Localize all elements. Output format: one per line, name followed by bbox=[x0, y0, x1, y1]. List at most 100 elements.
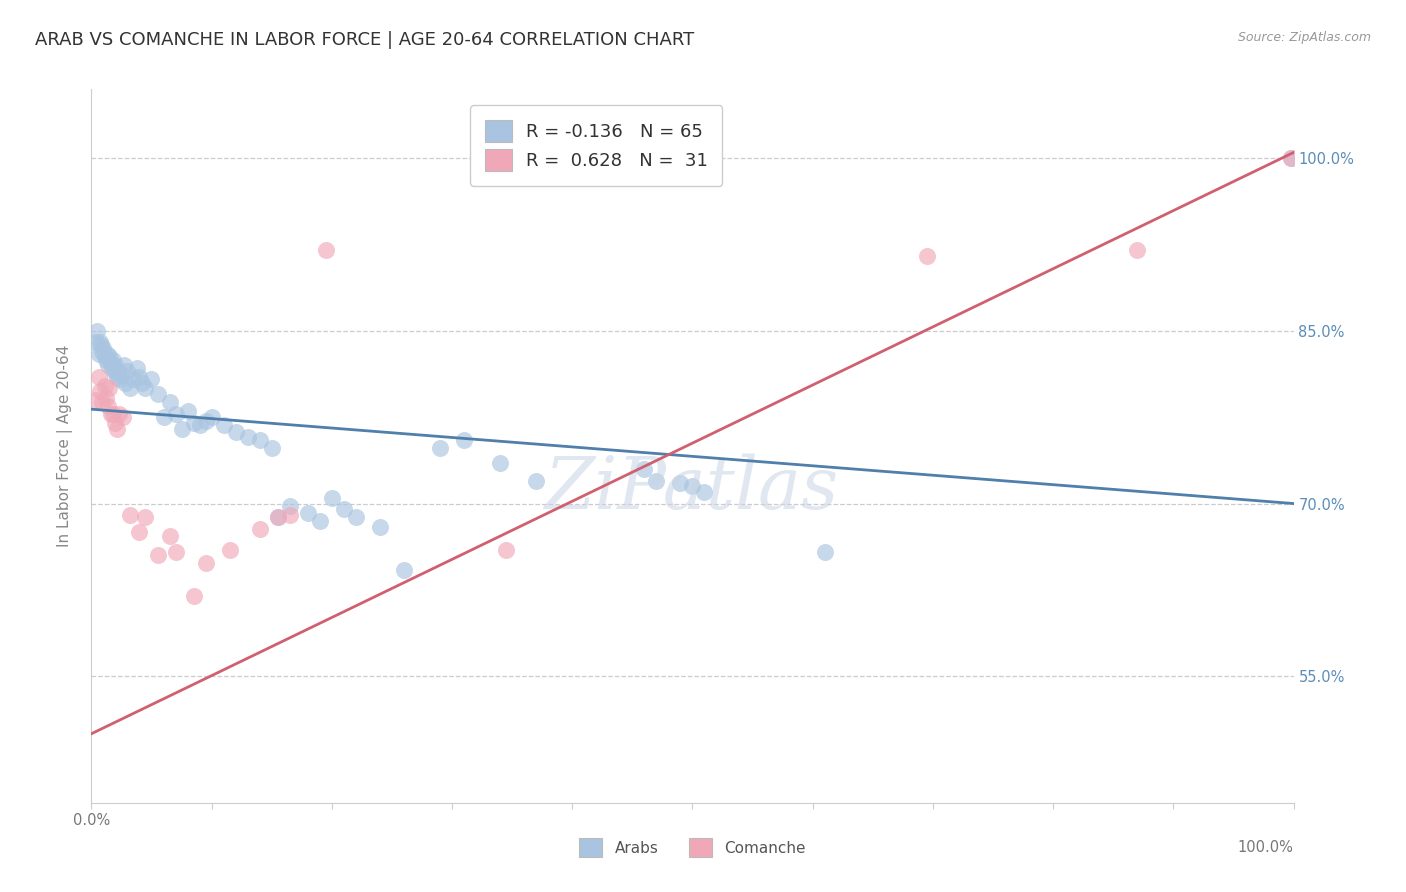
Point bbox=[101, 352, 124, 367]
Point bbox=[225, 425, 247, 440]
Text: ARAB VS COMANCHE IN LABOR FORCE | AGE 20-64 CORRELATION CHART: ARAB VS COMANCHE IN LABOR FORCE | AGE 20… bbox=[35, 31, 695, 49]
Point bbox=[194, 414, 217, 428]
Point bbox=[96, 347, 118, 361]
Point bbox=[260, 442, 283, 456]
Legend: Arabs, Comanche: Arabs, Comanche bbox=[574, 832, 811, 863]
Point bbox=[1279, 151, 1302, 165]
Point bbox=[693, 485, 716, 500]
Point bbox=[94, 352, 117, 367]
Point bbox=[321, 491, 343, 505]
Text: 100.0%: 100.0% bbox=[1237, 840, 1294, 855]
Point bbox=[134, 381, 156, 395]
Point bbox=[97, 359, 120, 373]
Point bbox=[146, 387, 169, 401]
Point bbox=[86, 324, 108, 338]
Y-axis label: In Labor Force | Age 20-64: In Labor Force | Age 20-64 bbox=[56, 345, 73, 547]
Point bbox=[218, 542, 240, 557]
Point bbox=[170, 422, 193, 436]
Point bbox=[93, 379, 115, 393]
Point bbox=[110, 368, 132, 382]
Point bbox=[267, 510, 290, 524]
Point bbox=[633, 462, 655, 476]
Point bbox=[1279, 151, 1302, 165]
Point bbox=[101, 360, 124, 375]
Point bbox=[90, 337, 112, 351]
Point bbox=[118, 381, 141, 395]
Point bbox=[183, 589, 205, 603]
Point bbox=[315, 244, 337, 258]
Point bbox=[278, 499, 301, 513]
Point bbox=[117, 364, 139, 378]
Point bbox=[344, 510, 367, 524]
Point bbox=[681, 479, 703, 493]
Point bbox=[212, 418, 235, 433]
Point bbox=[101, 407, 124, 421]
Point bbox=[194, 557, 217, 571]
Point bbox=[104, 416, 127, 430]
Point bbox=[100, 356, 122, 370]
Point bbox=[429, 442, 451, 456]
Point bbox=[84, 392, 107, 407]
Point bbox=[122, 372, 145, 386]
Point bbox=[249, 522, 271, 536]
Point bbox=[165, 545, 187, 559]
Point bbox=[267, 510, 290, 524]
Point bbox=[669, 475, 692, 490]
Point bbox=[94, 391, 117, 405]
Point bbox=[297, 506, 319, 520]
Point bbox=[308, 514, 330, 528]
Point bbox=[93, 341, 115, 355]
Point bbox=[98, 381, 121, 395]
Point bbox=[201, 410, 224, 425]
Point bbox=[236, 430, 259, 444]
Point bbox=[915, 249, 938, 263]
Point bbox=[278, 508, 301, 522]
Point bbox=[128, 370, 150, 384]
Point bbox=[146, 549, 169, 563]
Point bbox=[118, 508, 141, 522]
Point bbox=[524, 474, 547, 488]
Point bbox=[91, 395, 114, 409]
Point bbox=[98, 349, 121, 363]
Point bbox=[87, 347, 110, 361]
Point bbox=[107, 364, 129, 378]
Point bbox=[188, 418, 211, 433]
Point bbox=[141, 372, 163, 386]
Point bbox=[89, 335, 111, 350]
Point bbox=[103, 364, 125, 378]
Text: Source: ZipAtlas.com: Source: ZipAtlas.com bbox=[1237, 31, 1371, 45]
Point bbox=[159, 529, 181, 543]
Point bbox=[128, 525, 150, 540]
Point bbox=[108, 407, 131, 421]
Point bbox=[392, 563, 415, 577]
Point bbox=[159, 395, 181, 409]
Point bbox=[112, 359, 135, 373]
Point bbox=[89, 384, 111, 398]
Point bbox=[152, 410, 174, 425]
Point bbox=[84, 335, 107, 350]
Point bbox=[105, 370, 128, 384]
Point bbox=[368, 519, 391, 533]
Point bbox=[108, 372, 131, 386]
Point bbox=[104, 359, 127, 373]
Point bbox=[91, 344, 114, 359]
Point bbox=[453, 434, 475, 448]
Text: ZiPatlas: ZiPatlas bbox=[546, 453, 839, 524]
Point bbox=[333, 502, 356, 516]
Point bbox=[114, 376, 136, 390]
Point bbox=[249, 434, 271, 448]
Point bbox=[134, 510, 156, 524]
Point bbox=[814, 545, 837, 559]
Point bbox=[489, 456, 512, 470]
Point bbox=[93, 349, 115, 363]
Point bbox=[495, 542, 517, 557]
Point bbox=[87, 370, 110, 384]
Point bbox=[1126, 244, 1149, 258]
Point bbox=[645, 474, 668, 488]
Point bbox=[176, 404, 198, 418]
Point bbox=[125, 360, 148, 375]
Point bbox=[97, 399, 120, 413]
Point bbox=[105, 422, 128, 436]
Point bbox=[100, 407, 122, 421]
Point bbox=[165, 407, 187, 421]
